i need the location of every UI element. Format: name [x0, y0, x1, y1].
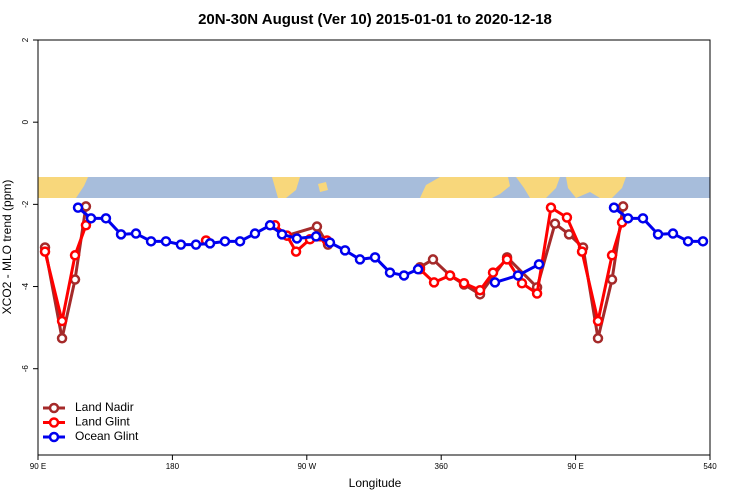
data-point	[487, 267, 499, 278]
data-point	[69, 250, 81, 261]
x-tick-label: 180	[166, 462, 180, 471]
data-point	[56, 315, 68, 327]
data-point	[219, 236, 231, 247]
data-point	[311, 221, 323, 232]
data-point	[398, 270, 410, 281]
data-point	[652, 229, 664, 240]
data-point	[697, 236, 709, 247]
data-point	[354, 254, 366, 265]
data-point	[39, 246, 51, 257]
data-point	[72, 202, 84, 213]
data-point	[592, 315, 604, 327]
data-point	[682, 236, 694, 247]
x-tick-label: 90 E	[30, 462, 46, 471]
y-axis-label: XCO2 - MLO trend (ppm)	[0, 180, 14, 315]
data-point	[474, 284, 486, 296]
data-point	[160, 236, 172, 247]
y-tick-label: 0	[21, 119, 30, 124]
data-point	[592, 333, 604, 344]
map-strip	[38, 177, 710, 198]
data-point	[290, 246, 302, 257]
data-point	[412, 264, 424, 275]
data-point	[533, 259, 545, 270]
data-point	[576, 246, 588, 257]
data-point	[249, 228, 261, 239]
data-point	[175, 239, 187, 250]
plot-frame	[37, 39, 711, 456]
data-point	[85, 213, 97, 224]
x-axis-label: Longitude	[349, 476, 402, 490]
data-point	[501, 254, 513, 265]
data-point	[80, 201, 92, 212]
data-point	[531, 288, 543, 299]
legend-marker	[48, 431, 60, 443]
legend-label: Land Nadir	[75, 400, 134, 414]
data-point	[100, 213, 112, 224]
data-point	[145, 236, 157, 247]
x-tick-label: 540	[703, 462, 717, 471]
data-point	[458, 277, 470, 289]
data-point	[549, 218, 561, 229]
data-point	[606, 250, 618, 261]
data-point	[291, 233, 303, 244]
data-point	[190, 239, 202, 250]
data-point	[324, 237, 336, 248]
data-point	[115, 229, 127, 240]
data-point	[561, 212, 573, 223]
data-point	[130, 228, 142, 239]
y-tick-label: -6	[21, 365, 30, 373]
legend-label: Ocean Glint	[75, 429, 139, 443]
data-point	[637, 213, 649, 224]
data-point	[617, 201, 629, 212]
y-tick-label: 2	[21, 37, 30, 42]
x-tick-label: 360	[435, 462, 449, 471]
data-point	[622, 213, 634, 224]
legend-marker	[48, 417, 60, 428]
data-point	[606, 274, 618, 285]
legend-marker	[48, 402, 60, 414]
data-point	[545, 202, 557, 213]
data-point	[310, 231, 322, 242]
data-point	[204, 238, 216, 249]
data-point	[369, 252, 381, 263]
data-point	[428, 277, 440, 288]
data-point	[80, 220, 92, 231]
data-point	[384, 267, 396, 278]
y-tick-label: -2	[21, 200, 30, 208]
data-point	[264, 220, 276, 231]
x-tick-label: 90 W	[297, 462, 316, 471]
data-point	[339, 245, 351, 256]
data-point	[444, 270, 456, 281]
x-tick-label: 90 E	[567, 462, 583, 471]
data-point	[516, 277, 528, 289]
data-point	[489, 277, 501, 288]
legend-label: Land Glint	[75, 415, 130, 429]
series-line	[43, 206, 625, 340]
data-point	[667, 228, 679, 239]
data-point	[276, 229, 288, 240]
chart-title: 20N-30N August (Ver 10) 2015-01-01 to 20…	[198, 11, 552, 28]
data-point	[56, 333, 68, 344]
data-point	[608, 202, 620, 213]
data-point	[234, 236, 246, 247]
data-point	[512, 270, 524, 281]
y-tick-label: -4	[21, 282, 30, 290]
data-point	[427, 254, 439, 265]
